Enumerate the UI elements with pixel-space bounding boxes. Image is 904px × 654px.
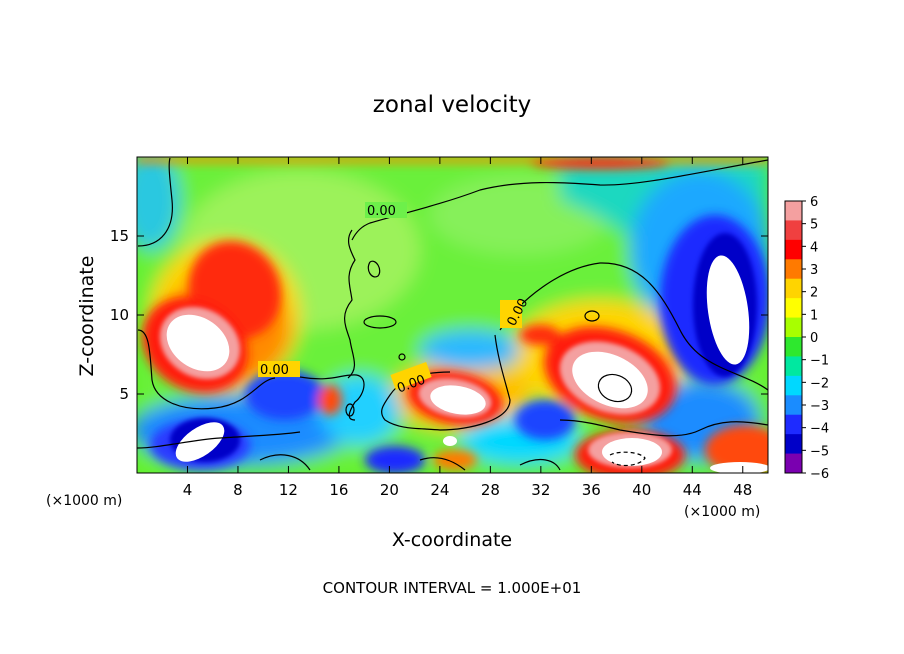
colorbar-swatch bbox=[785, 375, 802, 396]
x-axis: 4 8 12 16 20 24 28 32 36 40 44 48 bbox=[183, 157, 752, 499]
x-tick-label: 20 bbox=[380, 481, 399, 499]
colorbar-swatch bbox=[785, 337, 802, 357]
x-tick-label: 44 bbox=[683, 481, 702, 499]
colorbar-swatch bbox=[785, 453, 802, 474]
colorbar-tick-label: −5 bbox=[810, 444, 829, 459]
colorbar-tick-label: −6 bbox=[810, 467, 829, 482]
colorbar-tick-label: −4 bbox=[810, 422, 829, 437]
y-tick-label: 5 bbox=[119, 385, 129, 403]
y-tick-label: 10 bbox=[110, 306, 129, 324]
x-unit-right: (×1000 m) bbox=[684, 504, 760, 520]
colorbar-tick-label: −3 bbox=[810, 399, 829, 414]
plot-area bbox=[137, 157, 768, 473]
colorbar-tick-label: 3 bbox=[810, 263, 818, 278]
colorbar-tick-label: 2 bbox=[810, 286, 818, 301]
zero-contours bbox=[137, 157, 768, 471]
colorbar: 6 5 4 3 2 1 0 −1 −2 −3 −4 −5 −6 bbox=[784, 195, 829, 482]
x-tick-label: 8 bbox=[233, 481, 243, 499]
y-axis: 5 10 15 bbox=[110, 227, 768, 403]
contour-interval-footer: CONTOUR INTERVAL = 1.000E+01 bbox=[323, 579, 582, 597]
colorbar-tick-label: 5 bbox=[810, 218, 818, 233]
colorbar-swatch bbox=[785, 278, 802, 299]
contour-label: 0.00 bbox=[260, 363, 289, 378]
colorbar-tick-label: 6 bbox=[810, 195, 818, 210]
x-tick-label: 16 bbox=[329, 481, 348, 499]
x-tick-label: 24 bbox=[430, 481, 449, 499]
colorbar-swatch bbox=[785, 201, 802, 221]
colorbar-tick-label: 4 bbox=[810, 240, 818, 255]
x-axis-label: X-coordinate bbox=[392, 529, 512, 551]
colorbar-swatch bbox=[785, 414, 802, 435]
x-tick-label: 32 bbox=[531, 481, 550, 499]
colorbar-swatch bbox=[785, 434, 802, 455]
colorbar-tick-label: −2 bbox=[810, 376, 829, 391]
x-tick-label: 36 bbox=[582, 481, 601, 499]
colorbar-swatch bbox=[785, 395, 802, 416]
chart-title: zonal velocity bbox=[373, 92, 531, 118]
colorbar-tick-label: 1 bbox=[810, 308, 818, 323]
x-tick-label: 40 bbox=[632, 481, 651, 499]
colorbar-swatch bbox=[785, 220, 802, 241]
colorbar-swatch bbox=[785, 356, 802, 377]
colorbar-swatch bbox=[785, 317, 802, 338]
x-tick-label: 12 bbox=[279, 481, 298, 499]
colorbar-tick-label: 0 bbox=[810, 331, 818, 346]
x-unit-left: (×1000 m) bbox=[46, 493, 122, 509]
x-tick-label: 4 bbox=[183, 481, 193, 499]
colorbar-swatch bbox=[785, 259, 802, 280]
x-tick-label: 28 bbox=[481, 481, 500, 499]
colorbar-tick-label: −1 bbox=[810, 354, 829, 369]
colorbar-swatch bbox=[785, 239, 802, 260]
colorbar-swatch bbox=[785, 298, 802, 319]
x-tick-label: 48 bbox=[733, 481, 752, 499]
y-axis-label: Z-coordinate bbox=[76, 256, 98, 377]
contour-label: 0.00 bbox=[367, 204, 396, 219]
y-tick-label: 15 bbox=[110, 227, 129, 245]
